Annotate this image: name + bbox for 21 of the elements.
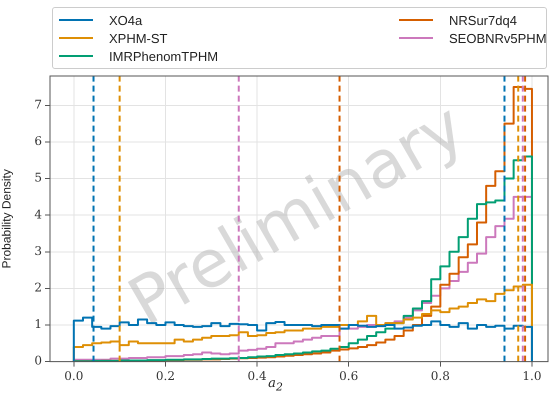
x-tick-label: 0.6 — [339, 368, 358, 383]
x-tick-label: 0.0 — [64, 368, 84, 383]
y-tick-label: 1 — [34, 317, 42, 332]
x-tick-label: 0.4 — [248, 368, 267, 383]
y-tick-label: 4 — [34, 207, 42, 222]
x-axis-title: a$_{2}$ — [268, 376, 283, 394]
legend-label: NRSur7dq4 — [449, 12, 517, 28]
legend-label: IMRPhenomTPHM — [109, 48, 218, 64]
y-tick-label: 7 — [34, 97, 42, 112]
legend-label: SEOBNRv5PHM — [449, 30, 547, 46]
y-tick-label: 6 — [34, 134, 42, 148]
x-tick-label: 0.2 — [156, 368, 175, 383]
y-axis-title: Probability Density — [0, 169, 14, 268]
legend-label: XPHM-ST — [109, 30, 168, 46]
y-tick-label: 5 — [34, 170, 42, 185]
x-tick-label: 0.8 — [430, 368, 450, 383]
y-tick-label: 2 — [34, 280, 42, 294]
legend-label: XO4a — [109, 12, 142, 28]
x-tick-label: 1.0 — [522, 368, 542, 383]
y-tick-label: 0 — [34, 354, 42, 368]
y-tick-label: 3 — [34, 244, 42, 258]
